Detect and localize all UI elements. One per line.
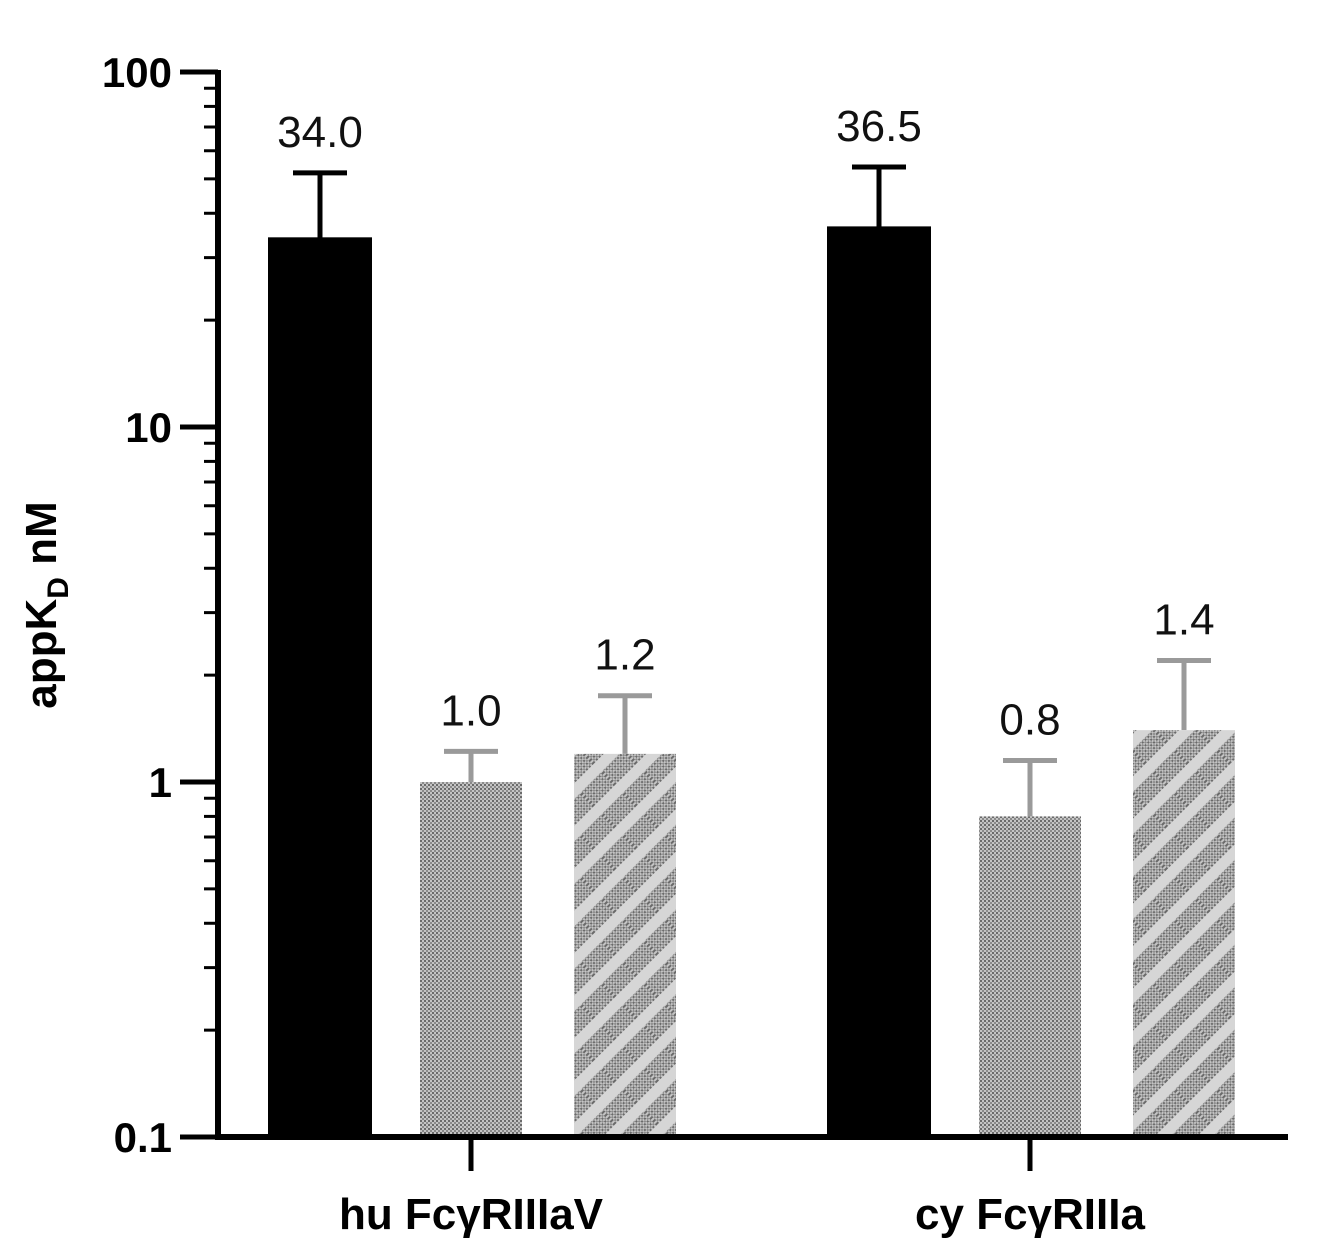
plot-area: 34.0 1.0 1.2 hu FcγRIIIaV 36.5 0.8 1.4 cy FcγRI… xyxy=(102,49,1288,1239)
value-label: 36.5 xyxy=(836,102,922,151)
bar xyxy=(828,227,930,1137)
bar xyxy=(1133,730,1235,1137)
value-label: 1.2 xyxy=(594,631,655,680)
y-axis-title: appKD nM xyxy=(17,501,75,708)
x-category-label: cy FcγRIIIa xyxy=(915,1190,1145,1239)
y-tick-label: 0.1 xyxy=(114,1114,172,1161)
y-tick-label: 100 xyxy=(102,49,172,96)
value-label: 1.0 xyxy=(440,686,501,735)
bar xyxy=(574,754,676,1137)
x-category-label: hu FcγRIIIaV xyxy=(339,1190,604,1239)
y-tick-label: 1 xyxy=(149,759,172,806)
y-tick-label: 10 xyxy=(125,404,172,451)
value-label: 1.4 xyxy=(1153,595,1214,644)
value-label: 0.8 xyxy=(999,695,1060,744)
bar xyxy=(979,816,1081,1137)
bar xyxy=(420,782,522,1137)
bar xyxy=(269,238,371,1137)
value-label: 34.0 xyxy=(277,108,363,157)
